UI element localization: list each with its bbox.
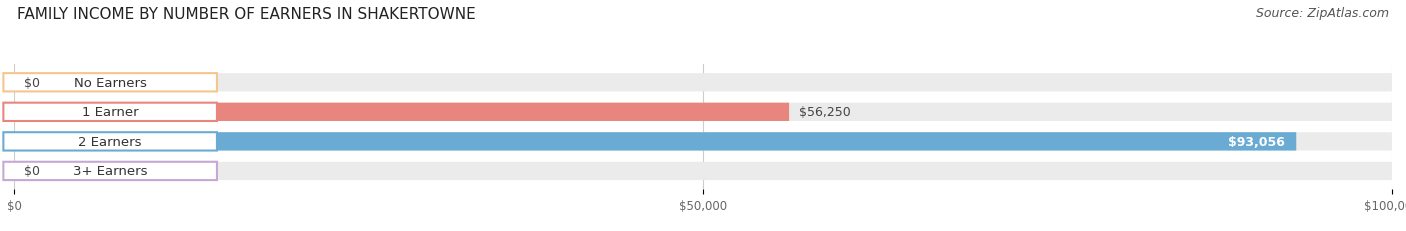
FancyBboxPatch shape [3, 162, 217, 180]
Text: $93,056: $93,056 [1229, 135, 1285, 148]
Text: 2 Earners: 2 Earners [79, 135, 142, 148]
FancyBboxPatch shape [14, 103, 789, 122]
Text: 1 Earner: 1 Earner [82, 106, 138, 119]
FancyBboxPatch shape [14, 74, 1392, 92]
FancyBboxPatch shape [14, 133, 1392, 151]
FancyBboxPatch shape [3, 133, 217, 151]
Text: Source: ZipAtlas.com: Source: ZipAtlas.com [1256, 7, 1389, 20]
Text: No Earners: No Earners [73, 76, 146, 89]
Text: $0: $0 [24, 76, 39, 89]
FancyBboxPatch shape [14, 162, 1392, 180]
FancyBboxPatch shape [14, 103, 1392, 122]
Text: FAMILY INCOME BY NUMBER OF EARNERS IN SHAKERTOWNE: FAMILY INCOME BY NUMBER OF EARNERS IN SH… [17, 7, 475, 22]
Text: $56,250: $56,250 [799, 106, 851, 119]
FancyBboxPatch shape [3, 103, 217, 122]
FancyBboxPatch shape [14, 133, 1296, 151]
FancyBboxPatch shape [3, 74, 217, 92]
Text: $0: $0 [24, 165, 39, 178]
Text: 3+ Earners: 3+ Earners [73, 165, 148, 178]
